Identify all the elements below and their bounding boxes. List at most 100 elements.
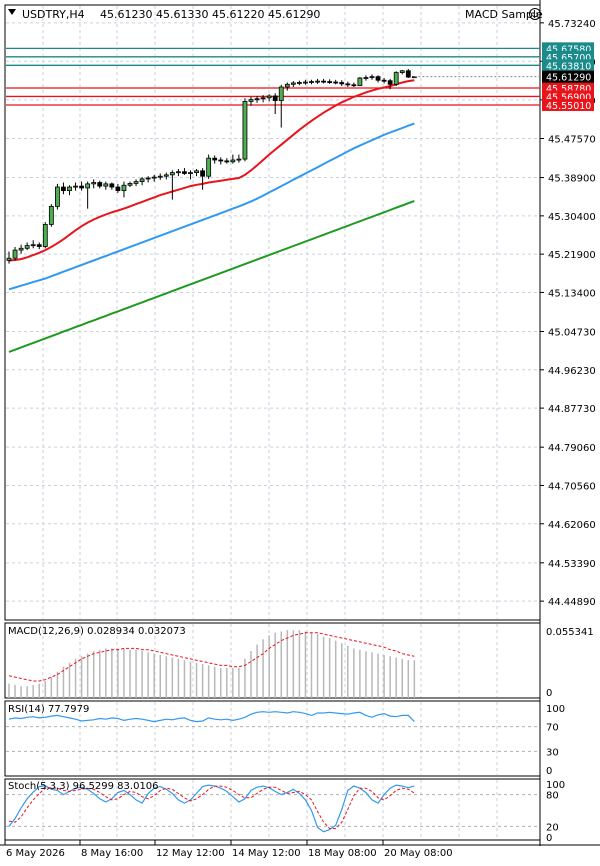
ma-slow-line <box>8 200 415 353</box>
candle-body <box>55 186 60 207</box>
level-tag: 45.58780 <box>546 84 591 95</box>
candle-body <box>139 178 145 183</box>
candle-body <box>30 244 36 247</box>
candle-body <box>188 172 193 175</box>
stoch-title: Stoch(5,3,3) 96.5299 83.0106 <box>8 781 159 792</box>
candle <box>18 244 24 254</box>
candle <box>224 158 230 164</box>
rsi-line <box>8 711 415 723</box>
time-label: 20 May 08:00 <box>384 848 453 859</box>
candle-body <box>42 224 48 247</box>
candle <box>375 75 381 83</box>
candle-body <box>24 245 30 249</box>
candle <box>109 182 115 190</box>
rsi-tick-label: 0 <box>546 766 552 777</box>
candle <box>12 246 18 261</box>
candle-body <box>6 257 12 261</box>
candle <box>387 78 393 90</box>
candle-body <box>375 76 381 81</box>
candle-body <box>357 77 363 87</box>
price-tick-label: 44.96230 <box>548 366 596 377</box>
candle <box>67 185 72 196</box>
candle-body <box>145 177 151 180</box>
stoch-tick-label: 100 <box>546 780 565 791</box>
candle-body <box>278 86 284 101</box>
level-tag-bg <box>542 98 594 111</box>
candle <box>30 240 36 249</box>
ma-fast-line <box>8 79 415 262</box>
candle <box>175 169 181 177</box>
candle-body <box>315 80 320 83</box>
candle-body <box>296 82 302 84</box>
menu-arrow-icon[interactable] <box>8 9 16 15</box>
stoch-tick-label: 20 <box>546 822 559 833</box>
candle-body <box>18 247 24 251</box>
ohlc-readout: 45.61230 45.61330 45.61220 45.61290 <box>100 8 320 21</box>
candle-body <box>351 84 357 87</box>
rsi-tick-label: 70 <box>546 723 559 734</box>
candle <box>194 169 199 177</box>
candle <box>230 154 236 164</box>
candle <box>97 180 103 189</box>
candle <box>272 93 278 115</box>
smiley-icon[interactable] <box>529 8 541 20</box>
candle-body <box>399 70 405 73</box>
candle-body <box>169 172 175 176</box>
rsi-tick-label: 30 <box>546 747 559 758</box>
candle-body <box>321 80 327 83</box>
candle <box>290 81 296 87</box>
candle <box>303 79 308 85</box>
candle <box>79 181 84 191</box>
candle <box>163 172 169 180</box>
candle <box>169 170 175 200</box>
stoch-signal-line <box>8 785 415 829</box>
stoch-tick-label: 80 <box>546 791 559 802</box>
candle-body <box>236 158 242 161</box>
candle <box>260 95 266 103</box>
candle <box>381 77 387 84</box>
price-tick-label: 44.70560 <box>548 481 596 492</box>
candle-body <box>97 182 103 187</box>
time-label: 6 May 2026 <box>6 848 65 859</box>
level-tag: 45.56900 <box>546 92 591 103</box>
candle <box>309 79 314 85</box>
price-tick-label: 45.21900 <box>548 250 596 261</box>
candle-body <box>12 249 18 259</box>
price-tick-label: 45.04730 <box>548 328 596 339</box>
candle <box>55 183 60 210</box>
candle <box>188 170 193 180</box>
candle-body <box>290 82 296 85</box>
macd-signal-line <box>8 632 415 682</box>
candle-body <box>133 181 139 184</box>
candle <box>296 80 302 86</box>
candle <box>242 98 248 162</box>
candle <box>61 182 66 195</box>
candle-body <box>303 81 308 84</box>
candle <box>327 79 333 84</box>
candle-body <box>48 205 54 225</box>
candle <box>121 181 127 198</box>
time-label: 14 May 12:00 <box>232 848 301 859</box>
candle-body <box>115 186 121 192</box>
candle-body <box>91 182 97 185</box>
candle <box>393 71 399 87</box>
macd-tick-label: 0 <box>546 688 552 699</box>
price-tick-label: 45.73240 <box>548 19 596 30</box>
level-tag: 45.65700 <box>546 53 591 64</box>
level-tag-bg <box>542 59 594 72</box>
rsi-tick-label: 100 <box>546 704 565 715</box>
candle-body <box>242 101 248 160</box>
candle <box>278 84 284 128</box>
candle-body <box>121 184 127 192</box>
candle <box>85 181 91 209</box>
stoch-tick-label: 0 <box>546 833 552 844</box>
candle-body <box>200 170 206 177</box>
candle <box>248 96 254 106</box>
candle-body <box>103 183 109 187</box>
candle <box>73 182 78 191</box>
price-tick-label: 45.38900 <box>548 174 596 185</box>
current-price-tag: 45.61290 <box>546 73 591 84</box>
candle-body <box>248 99 254 102</box>
